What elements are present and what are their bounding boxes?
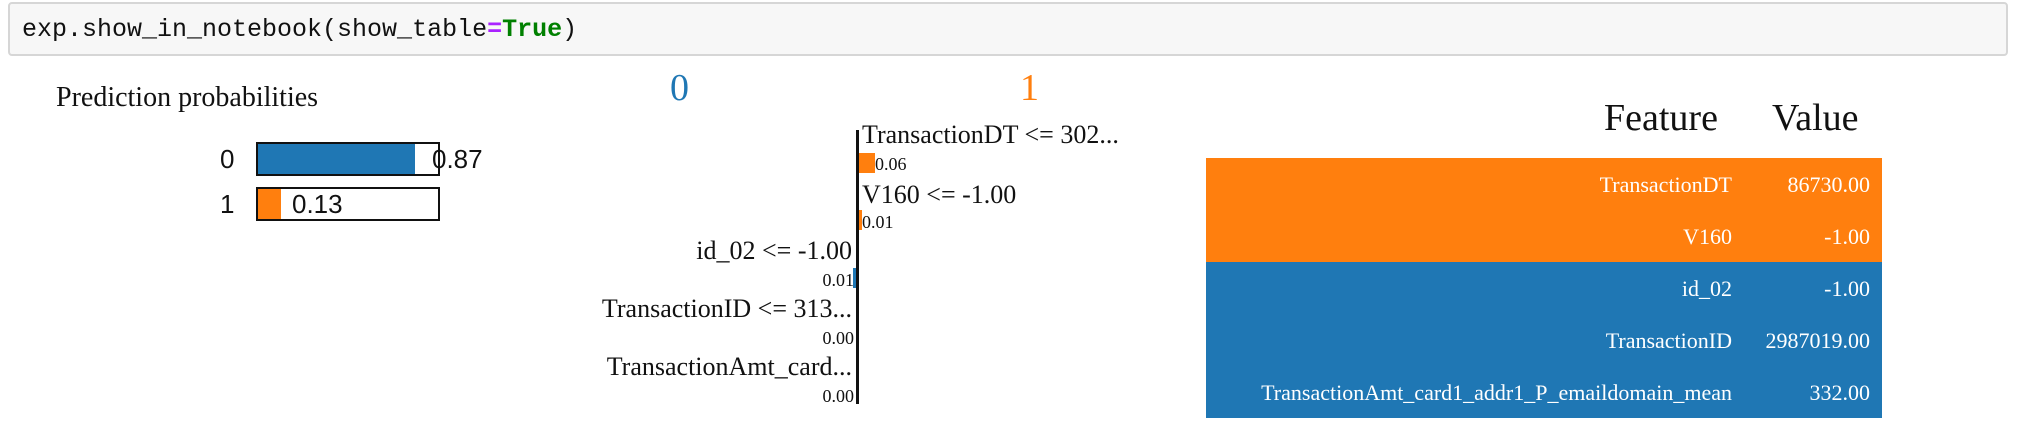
feature-value-table: TransactionDT 86730.00 V160 -1.00 id_02 … — [1206, 158, 1882, 418]
feature-weight-bar-0 — [859, 153, 875, 173]
table-cell-value: -1.00 — [1824, 276, 1870, 301]
table-cell-value: 86730.00 — [1787, 172, 1871, 197]
probability-bar-0 — [256, 142, 440, 176]
feature-condition-4: TransactionAmt_card... — [606, 352, 852, 381]
table-row: V160 -1.00 — [1206, 210, 1882, 262]
table-row: TransactionAmt_card1_addr1_P_emaildomain… — [1206, 366, 1882, 418]
feature-weight-2: 0.01 — [822, 270, 855, 290]
probability-bar-fill-1 — [258, 189, 281, 219]
table-header-value: Value — [1772, 97, 1859, 139]
class-label-1: 1 — [1020, 67, 1039, 109]
table-cell-feature: id_02 — [1681, 276, 1732, 301]
table-cell-value: 332.00 — [1809, 380, 1871, 405]
prediction-probabilities-title: Prediction probabilities — [56, 82, 319, 113]
table-row: TransactionID 2987019.00 — [1206, 314, 1882, 366]
table-cell-feature: TransactionDT — [1599, 172, 1732, 197]
table-cell-value: 2987019.00 — [1765, 328, 1871, 353]
feature-weight-3: 0.00 — [822, 328, 855, 348]
feature-weight-bar-1 — [859, 210, 862, 230]
table-cell-feature: TransactionID — [1605, 328, 1732, 353]
probability-label-0: 0 — [220, 144, 235, 174]
code-input-cell[interactable]: exp.show_in_notebook(show_table=True) — [8, 2, 2008, 56]
explanation-axis — [856, 130, 859, 404]
feature-weight-bar-2 — [853, 268, 856, 288]
code-prefix: exp.show_in_notebook(show_table — [22, 15, 488, 44]
feature-weight-0: 0.06 — [875, 154, 907, 174]
code-line: exp.show_in_notebook(show_table=True) — [22, 15, 577, 44]
probability-bar-fill-0 — [258, 144, 415, 174]
code-keyword: True — [502, 15, 563, 44]
table-cell-feature: TransactionAmt_card1_addr1_P_emaildomain… — [1261, 380, 1732, 405]
probability-value-1: 0.13 — [292, 189, 343, 219]
code-operator: = — [487, 15, 503, 44]
table-cell-value: -1.00 — [1824, 224, 1870, 249]
probability-bar-1 — [256, 187, 440, 221]
code-suffix: ) — [562, 15, 578, 44]
probability-value-0: 0.87 — [432, 144, 483, 174]
class-label-0: 0 — [670, 67, 689, 109]
feature-condition-3: TransactionID <= 313... — [601, 294, 852, 323]
probability-label-1: 1 — [220, 189, 235, 219]
table-cell-feature: V160 — [1683, 224, 1732, 249]
table-row: id_02 -1.00 — [1206, 262, 1882, 314]
feature-condition-2: id_02 <= -1.00 — [696, 236, 852, 265]
feature-weight-1: 0.01 — [862, 212, 894, 232]
table-row: TransactionDT 86730.00 — [1206, 158, 1882, 210]
feature-condition-0: TransactionDT <= 302... — [862, 120, 1119, 149]
table-header-feature: Feature — [1604, 97, 1718, 139]
feature-condition-1: V160 <= -1.00 — [862, 180, 1017, 209]
feature-weight-4: 0.00 — [822, 386, 855, 406]
